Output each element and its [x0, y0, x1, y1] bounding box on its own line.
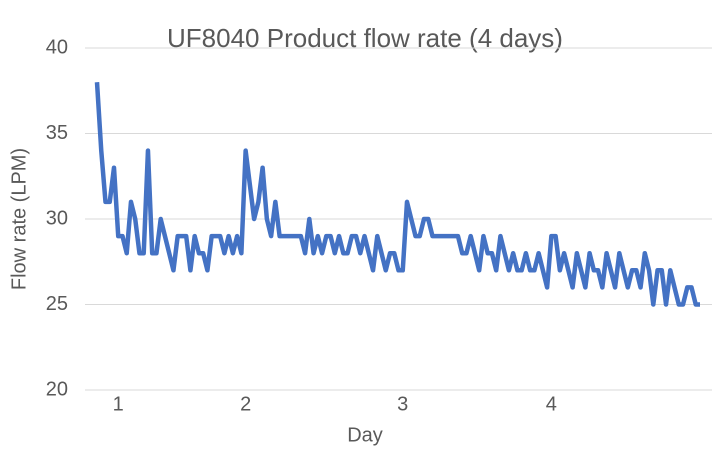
y-tick-label: 20 — [46, 378, 68, 400]
y-tick-label: 25 — [46, 293, 68, 315]
y-tick-label: 30 — [46, 207, 68, 229]
data-line — [94, 82, 700, 307]
y-axis-title: Flow rate (LPM) — [8, 148, 30, 290]
x-tick-label: 3 — [397, 393, 408, 415]
x-tick-label: 4 — [546, 393, 557, 415]
x-axis-title: Day — [347, 424, 383, 446]
y-tick-label: 35 — [46, 122, 68, 144]
x-tick-label: 1 — [113, 393, 124, 415]
y-tick-label: 40 — [46, 36, 68, 58]
x-tick-label: 2 — [240, 393, 251, 415]
